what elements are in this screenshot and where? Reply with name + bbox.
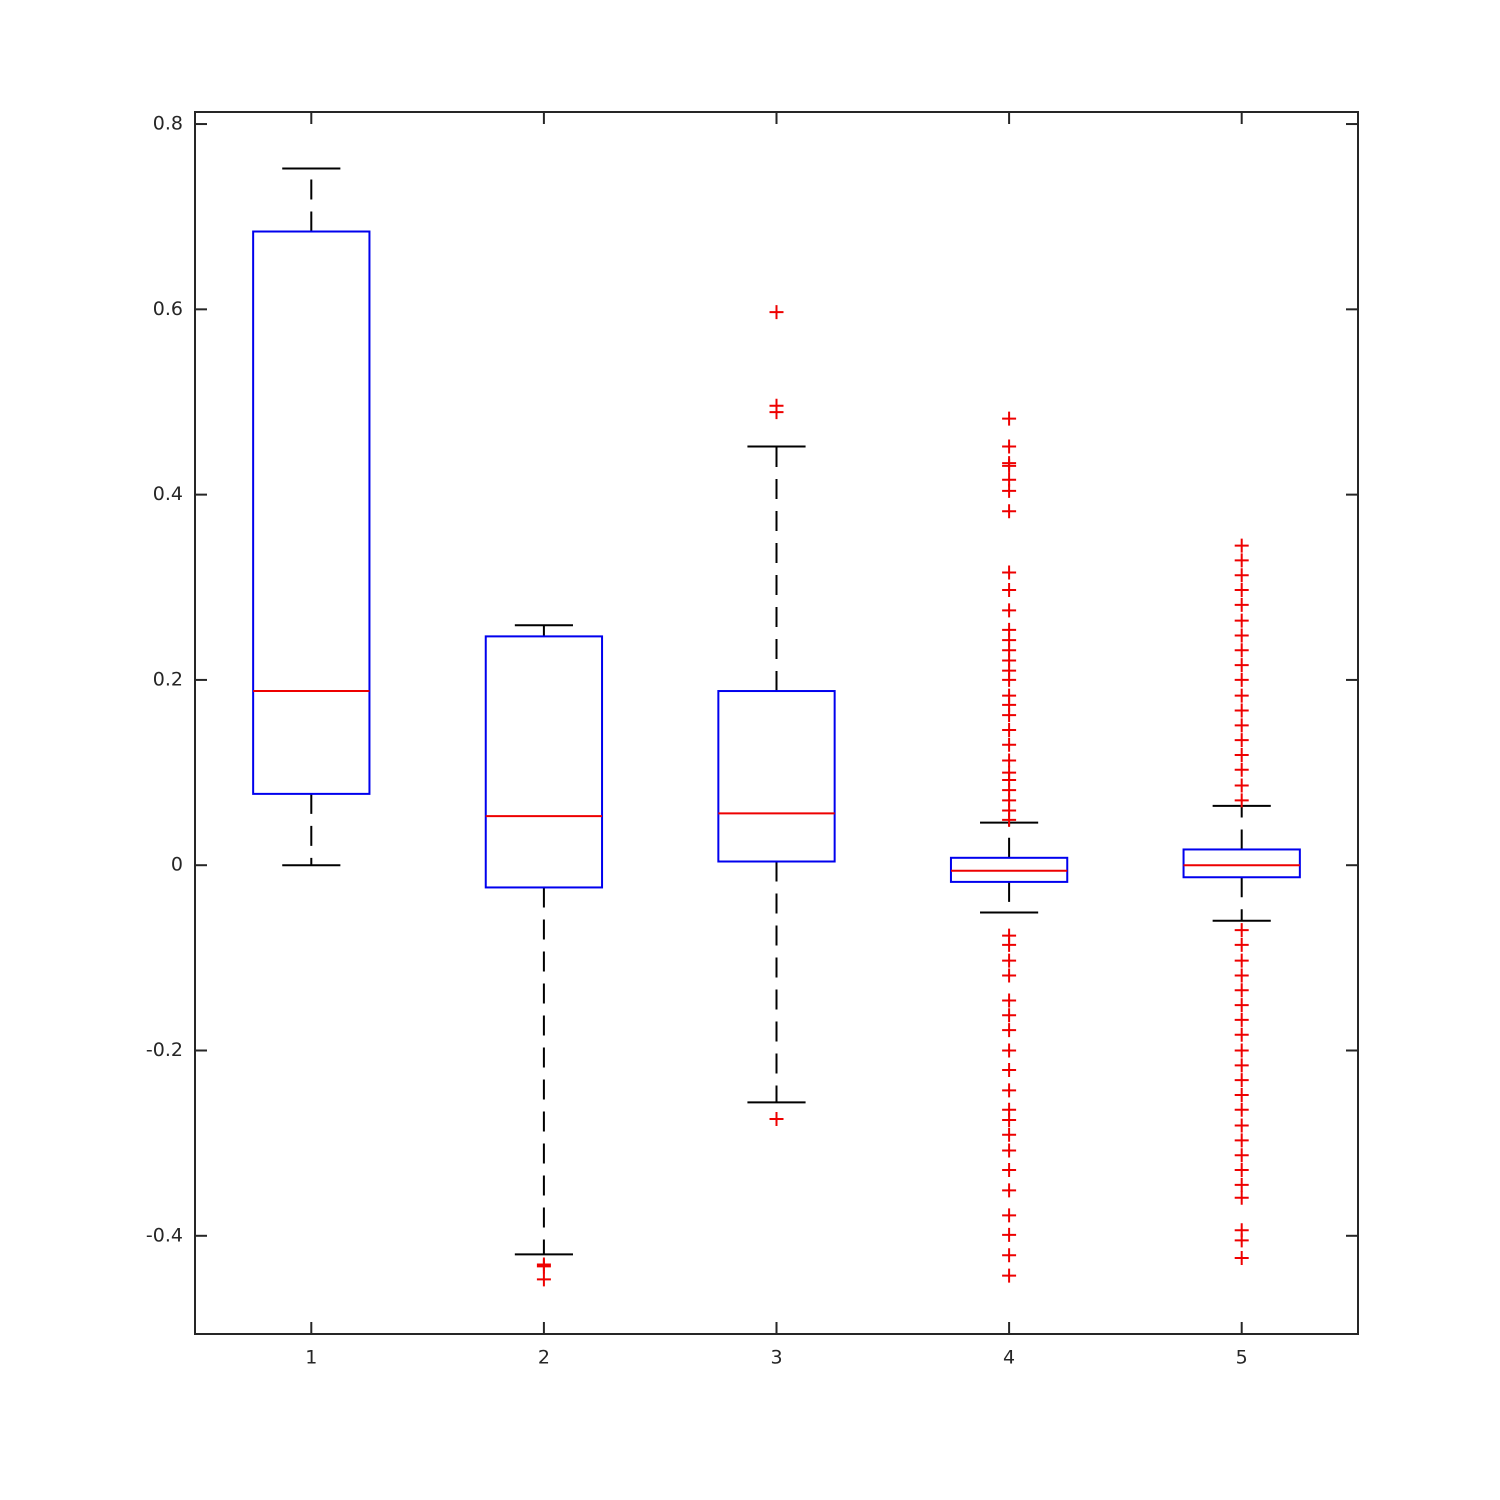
outlier (1234, 1177, 1249, 1192)
outlier (1002, 1268, 1017, 1283)
outlier (1002, 1163, 1017, 1178)
outlier (1002, 458, 1017, 473)
outlier (1002, 968, 1017, 983)
outlier (1234, 1073, 1249, 1088)
outlier (1234, 1133, 1249, 1148)
outlier (1234, 793, 1249, 808)
outlier (1002, 708, 1017, 723)
outlier (1234, 968, 1249, 983)
outlier (1002, 1127, 1017, 1142)
y-tick-label: 0.8 (153, 113, 183, 135)
outlier (1234, 1058, 1249, 1073)
outlier (1234, 672, 1249, 687)
y-tick-label: 0.2 (153, 668, 183, 690)
outlier (1002, 753, 1017, 768)
outlier (1002, 1023, 1017, 1038)
outlier (1234, 553, 1249, 568)
outlier (536, 1259, 551, 1274)
outlier (1002, 603, 1017, 618)
outlier (1234, 1102, 1249, 1117)
outlier (1002, 411, 1017, 426)
outlier (1234, 1087, 1249, 1102)
outlier (1234, 1012, 1249, 1027)
outlier (1002, 439, 1017, 454)
outlier (1234, 1163, 1249, 1178)
x-tick-label: 2 (538, 1347, 550, 1369)
box (484, 635, 604, 889)
y-tick-label: -0.4 (146, 1224, 183, 1246)
outlier (1002, 583, 1017, 598)
outlier (1234, 583, 1249, 598)
outlier (1234, 923, 1249, 938)
outlier (1234, 937, 1249, 952)
outlier (1234, 597, 1249, 612)
y-tick-label: 0.4 (153, 483, 183, 505)
box (1182, 848, 1301, 879)
outlier (1002, 937, 1017, 952)
outlier (1002, 953, 1017, 968)
y-tick-label: 0.6 (153, 298, 183, 320)
outlier (1234, 688, 1249, 703)
outlier (536, 1272, 551, 1287)
outlier (1234, 628, 1249, 643)
outlier (1234, 658, 1249, 673)
outlier (1002, 722, 1017, 737)
outlier (1234, 1148, 1249, 1163)
outlier (1234, 613, 1249, 628)
outlier (1234, 568, 1249, 583)
outlier (1002, 1248, 1017, 1263)
x-tick-label: 4 (1003, 1347, 1015, 1369)
outlier (1234, 1251, 1249, 1266)
outlier (769, 1112, 784, 1127)
y-tick-label: 0 (171, 854, 183, 876)
outlier (1002, 1227, 1017, 1242)
outlier (1002, 1062, 1017, 1077)
outlier (769, 405, 784, 420)
outlier (1234, 703, 1249, 718)
outlier (1234, 778, 1249, 793)
outlier (1002, 1183, 1017, 1198)
outlier (1234, 733, 1249, 748)
outlier (1234, 747, 1249, 762)
y-tick-label: -0.2 (146, 1039, 183, 1061)
box (252, 230, 371, 795)
x-tick-label: 3 (770, 1347, 782, 1369)
outlier (1234, 538, 1249, 553)
x-tick-label: 1 (305, 1347, 317, 1369)
outlier (1002, 504, 1017, 519)
outlier (1002, 1112, 1017, 1127)
outlier (1002, 993, 1017, 1008)
outlier (1234, 718, 1249, 733)
outlier (1234, 1043, 1249, 1058)
outlier (1002, 1083, 1017, 1098)
outlier (1234, 1027, 1249, 1042)
outlier (1002, 483, 1017, 498)
x-tick-label: 5 (1236, 1347, 1248, 1369)
outlier (1002, 812, 1017, 827)
outlier (1234, 953, 1249, 968)
outlier (1234, 643, 1249, 658)
outlier (769, 305, 784, 320)
box (717, 690, 836, 863)
outlier (1002, 1043, 1017, 1058)
outlier (1234, 1118, 1249, 1133)
outlier (1234, 762, 1249, 777)
outlier (1234, 1190, 1249, 1205)
outlier (1234, 998, 1249, 1013)
outlier (1234, 983, 1249, 998)
outlier (1002, 672, 1017, 687)
outlier (1002, 565, 1017, 580)
outlier (1234, 1233, 1249, 1248)
outlier (1002, 1143, 1017, 1158)
outlier (1002, 1208, 1017, 1223)
outlier (1002, 737, 1017, 752)
outlier (1002, 1008, 1017, 1023)
